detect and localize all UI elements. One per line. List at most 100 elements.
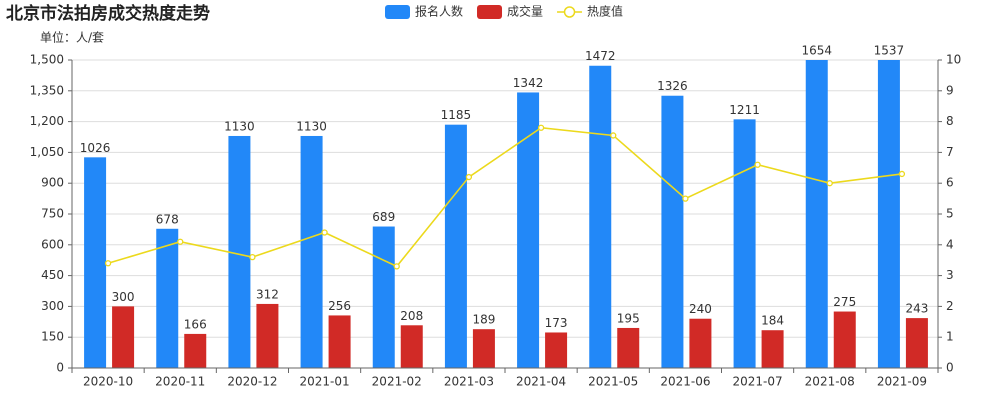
y2-tick-label: 7	[946, 145, 954, 159]
x-tick-label: 2021-09	[877, 375, 927, 389]
line-point	[537, 124, 545, 131]
line-point	[393, 263, 400, 270]
data-label: 243	[905, 302, 928, 316]
x-tick-label: 2021-03	[444, 375, 494, 389]
data-label: 256	[328, 299, 351, 313]
bar	[84, 157, 107, 368]
legend-item: 成交量	[477, 4, 543, 19]
x-tick-label: 2021-06	[660, 375, 710, 389]
line-point	[682, 195, 689, 202]
y2-tick-label: 1	[946, 330, 954, 344]
y-tick-label: 1,350	[30, 83, 64, 97]
x-tick-label: 2021-05	[588, 375, 638, 389]
y-tick-label: 0	[56, 361, 64, 375]
bar	[589, 65, 612, 369]
bar	[472, 329, 495, 368]
bar	[400, 325, 423, 368]
bar	[256, 303, 279, 368]
bar	[156, 228, 179, 368]
bar	[689, 318, 712, 368]
y2-tick-label: 6	[946, 176, 954, 190]
x-tick-label: 2020-11	[155, 375, 205, 389]
bar	[733, 119, 756, 368]
legend-label: 热度值	[587, 4, 623, 19]
legend-symbol	[385, 5, 410, 19]
bar	[517, 92, 540, 369]
grid	[72, 59, 938, 369]
data-label: 1654	[801, 44, 832, 58]
data-label: 1130	[224, 119, 255, 133]
data-label: 1185	[441, 108, 472, 122]
y-tick-label: 750	[41, 207, 64, 221]
y-tick-label: 600	[41, 237, 64, 251]
data-label: 1326	[657, 79, 688, 93]
data-label: 312	[256, 287, 279, 301]
y2-tick-label: 9	[946, 83, 954, 97]
bar	[112, 306, 135, 368]
data-label: 1472	[585, 49, 616, 63]
bar	[761, 330, 784, 368]
line-point	[754, 161, 761, 168]
data-label: 1130	[296, 119, 327, 133]
x-tick-label: 2021-08	[805, 375, 855, 389]
y-tick-label: 150	[41, 330, 64, 344]
y2-tick-label: 0	[946, 361, 954, 375]
y2-tick-label: 3	[946, 268, 954, 282]
line-point	[610, 132, 617, 139]
bar	[617, 327, 640, 368]
x-tick-label: 2020-10	[83, 375, 133, 389]
data-label: 1211	[729, 103, 760, 117]
y-tick-label: 1,050	[30, 145, 64, 159]
x-tick-label: 2021-04	[516, 375, 566, 389]
data-label: 275	[833, 295, 856, 309]
x-tick-label: 2021-07	[733, 375, 783, 389]
bar	[833, 311, 856, 368]
data-label: 1026	[80, 141, 111, 155]
line-point	[898, 170, 906, 178]
y-tick-label: 450	[41, 268, 64, 282]
bar	[905, 318, 928, 368]
bar	[328, 315, 351, 368]
chart-title: 北京市法拍房成交热度走势	[6, 3, 210, 24]
line	[107, 126, 903, 268]
data-label: 166	[184, 317, 207, 331]
y2-tick-label: 4	[946, 237, 954, 251]
line-point	[104, 260, 112, 267]
data-label: 189	[472, 313, 495, 327]
x-tick-label: 2021-02	[372, 375, 422, 389]
data-label: 173	[545, 316, 568, 330]
y-tick-label: 900	[41, 176, 64, 190]
bar	[300, 135, 323, 368]
y2-tick-label: 5	[946, 207, 954, 221]
line-point	[826, 180, 833, 187]
bar	[444, 124, 467, 369]
legend-symbol	[563, 6, 576, 18]
data-label: 184	[761, 314, 784, 328]
legend-item: 报名人数	[385, 4, 463, 19]
bar	[877, 60, 900, 368]
bar	[661, 95, 684, 368]
legend-symbol	[477, 5, 503, 19]
data-label: 1342	[513, 76, 544, 90]
bar	[545, 332, 568, 368]
data-label: 678	[156, 212, 179, 226]
data-label: 240	[689, 302, 712, 316]
legend-label: 报名人数	[415, 4, 463, 19]
bar	[372, 226, 395, 368]
y-tick-label: 1,200	[30, 114, 64, 128]
line-point	[177, 238, 184, 245]
line-point	[465, 173, 473, 181]
y-tick-label: 1,500	[30, 53, 64, 67]
x-tick-label: 2021-01	[300, 375, 350, 389]
data-label: 195	[617, 311, 640, 325]
data-label: 300	[112, 290, 135, 304]
line-point	[321, 229, 328, 236]
bar	[805, 60, 828, 369]
bar	[228, 135, 251, 368]
data-label: 208	[400, 309, 423, 323]
foreground: 0 150 300 450 600 750 900 1,050 1,200 1,350 1,500 0…	[30, 4, 962, 389]
chart-subtitle: 单位：人/套	[40, 30, 104, 45]
legend-item: 热度值	[557, 4, 623, 19]
y2-tick-label: 2	[946, 299, 954, 313]
